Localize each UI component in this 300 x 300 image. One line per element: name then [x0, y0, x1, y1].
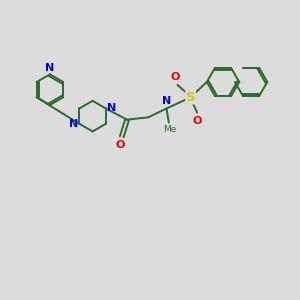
Text: N: N: [45, 63, 55, 73]
Text: N: N: [69, 119, 78, 129]
Text: O: O: [192, 116, 202, 125]
Text: N: N: [162, 96, 171, 106]
Text: S: S: [186, 91, 196, 104]
Text: Me: Me: [163, 125, 176, 134]
Text: N: N: [107, 103, 117, 113]
Text: O: O: [116, 140, 125, 150]
Text: O: O: [171, 72, 180, 82]
